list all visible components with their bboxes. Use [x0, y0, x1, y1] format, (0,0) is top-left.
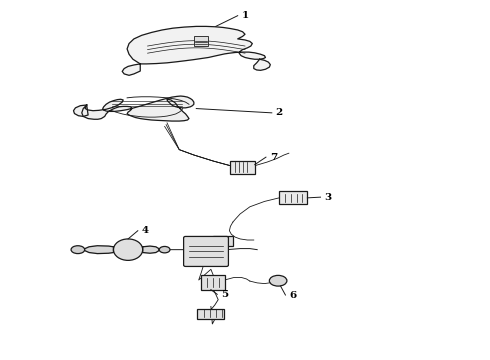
Ellipse shape: [270, 275, 287, 286]
Ellipse shape: [159, 247, 170, 253]
FancyBboxPatch shape: [197, 309, 224, 319]
Text: 5: 5: [221, 290, 228, 299]
Polygon shape: [74, 105, 88, 116]
Ellipse shape: [71, 246, 85, 253]
Bar: [194, 36, 208, 46]
FancyBboxPatch shape: [201, 275, 224, 290]
FancyBboxPatch shape: [184, 237, 228, 266]
Polygon shape: [82, 96, 194, 121]
Polygon shape: [143, 246, 159, 253]
Text: 3: 3: [324, 193, 331, 202]
Polygon shape: [122, 64, 140, 75]
Text: 1: 1: [242, 11, 248, 20]
Text: 4: 4: [142, 226, 148, 235]
Text: 7: 7: [270, 153, 277, 162]
FancyBboxPatch shape: [230, 161, 255, 174]
Text: 6: 6: [289, 291, 296, 300]
Text: 2: 2: [275, 108, 283, 117]
Polygon shape: [254, 59, 270, 70]
Polygon shape: [84, 246, 114, 253]
FancyBboxPatch shape: [213, 236, 233, 246]
FancyBboxPatch shape: [279, 192, 307, 204]
Circle shape: [114, 239, 143, 260]
Polygon shape: [127, 26, 266, 64]
